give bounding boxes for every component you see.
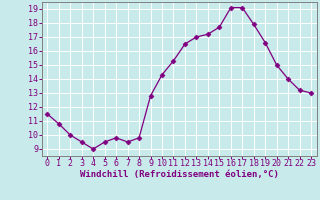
X-axis label: Windchill (Refroidissement éolien,°C): Windchill (Refroidissement éolien,°C)	[80, 170, 279, 179]
